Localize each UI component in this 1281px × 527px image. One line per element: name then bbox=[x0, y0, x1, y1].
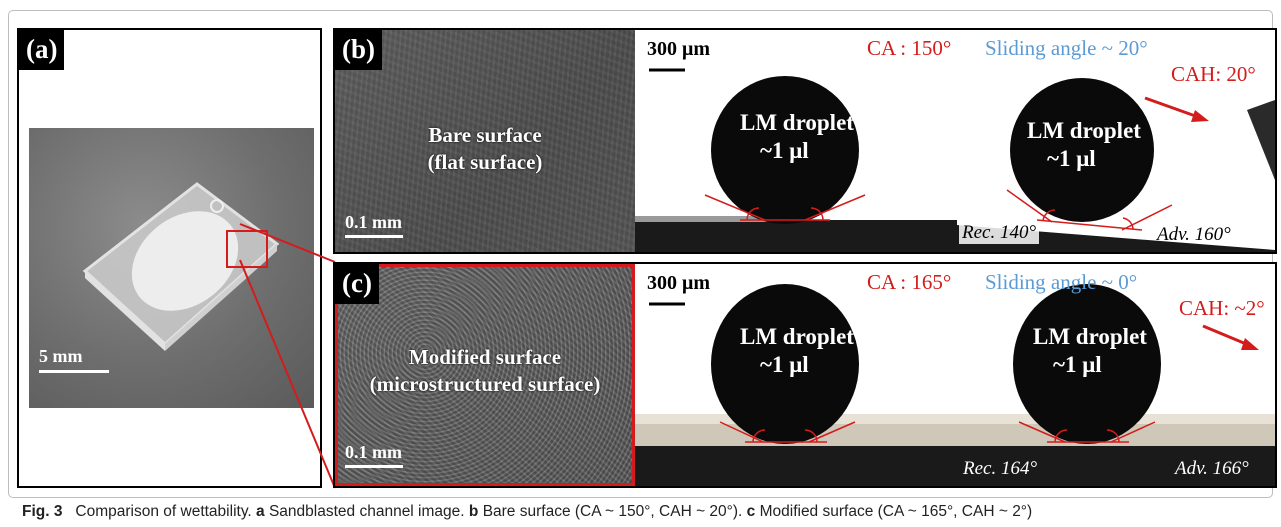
receding-angle-label: Rec. 164° bbox=[963, 458, 1038, 479]
sem-scale-label: 0.1 mm bbox=[345, 442, 402, 462]
modified-surface-title: Modified surface bbox=[408, 345, 562, 369]
droplet-label: LM droplet bbox=[740, 110, 854, 135]
contact-angle-label: CA : 150° bbox=[867, 36, 952, 60]
sem-scale-label: 0.1 mm bbox=[345, 212, 402, 232]
sliding-angle-label: Sliding angle ~ 0° bbox=[985, 270, 1138, 294]
droplet-volume-label: ~1 μl bbox=[1047, 146, 1096, 171]
bare-surface-subtitle: (flat surface) bbox=[427, 150, 543, 174]
sliding-angle-label: Sliding angle ~ 20° bbox=[985, 36, 1148, 60]
droplet-volume-label: ~1 μl bbox=[760, 138, 809, 163]
photo-scale-label: 300 μm bbox=[647, 272, 710, 294]
droplet-sliding-image: Sliding angle ~ 20° CAH: 20° LM droplet … bbox=[957, 30, 1275, 252]
sandblasted-channel-photo: 5 mm bbox=[29, 128, 314, 408]
contact-angle-label: CA : 165° bbox=[867, 270, 952, 294]
panel-b-label: (b) bbox=[335, 30, 382, 70]
modified-surface-sem-image: Modified surface (microstructured surfac… bbox=[335, 264, 635, 486]
panel-a: 5 mm (a) bbox=[17, 28, 322, 488]
caption-b-text: Bare surface (CA ~ 150°, CAH ~ 20°). bbox=[482, 503, 743, 520]
caption-title: Comparison of wettability. bbox=[75, 503, 252, 520]
caption-a-key: a bbox=[256, 503, 265, 520]
caption-b-key: b bbox=[468, 503, 479, 520]
cah-label: CAH: ~2° bbox=[1179, 296, 1265, 320]
modified-surface-subtitle: (microstructured surface) bbox=[369, 372, 601, 396]
panel-a-scale-bar bbox=[39, 370, 109, 373]
caption-a-text: Sandblasted channel image. bbox=[268, 503, 465, 520]
droplet-volume-label: ~1 μl bbox=[1053, 352, 1102, 377]
panel-c-label: (c) bbox=[335, 264, 379, 304]
droplet-volume-label: ~1 μl bbox=[760, 352, 809, 377]
droplet-label: LM droplet bbox=[1033, 324, 1147, 349]
chip-graphic bbox=[82, 182, 280, 351]
caption-fig-number: Fig. 3 bbox=[22, 503, 63, 520]
caption-c-text: Modified surface (CA ~ 165°, CAH ~ 2°) bbox=[759, 503, 1033, 520]
droplet-sliding-image: Sliding angle ~ 0° CAH: ~2° LM droplet ~… bbox=[957, 264, 1275, 486]
sem-scale-bar bbox=[345, 235, 403, 238]
sem-scale-bar bbox=[345, 465, 403, 468]
bare-surface-title: Bare surface bbox=[428, 123, 542, 147]
photo-scale-label: 300 μm bbox=[647, 38, 710, 60]
droplet-static-image: 300 μm CA : 150° LM droplet ~1 μl bbox=[635, 30, 957, 252]
panel-a-scale-label: 5 mm bbox=[39, 346, 83, 366]
advancing-angle-label: Adv. 166° bbox=[1175, 458, 1249, 479]
figure-frame bbox=[8, 10, 1273, 498]
panel-a-label: (a) bbox=[19, 30, 65, 70]
figure-caption: Fig. 3 Comparison of wettability. a Sand… bbox=[22, 503, 1032, 521]
receding-angle-label: Rec. 140° bbox=[959, 222, 1040, 244]
droplet-static-image: 300 μm CA : 165° LM droplet ~1 μl bbox=[635, 264, 957, 486]
caption-c-key: c bbox=[746, 503, 756, 520]
cah-label: CAH: 20° bbox=[1171, 62, 1256, 86]
advancing-angle-label: Adv. 160° bbox=[1157, 224, 1231, 245]
droplet-label: LM droplet bbox=[740, 324, 854, 349]
bare-surface-sem-image: Bare surface (flat surface) 0.1 mm bbox=[335, 30, 635, 252]
droplet-label: LM droplet bbox=[1027, 118, 1141, 143]
panel-c: Modified surface (microstructured surfac… bbox=[333, 262, 1277, 488]
panel-b: Bare surface (flat surface) 0.1 mm (b) 3… bbox=[333, 28, 1277, 254]
